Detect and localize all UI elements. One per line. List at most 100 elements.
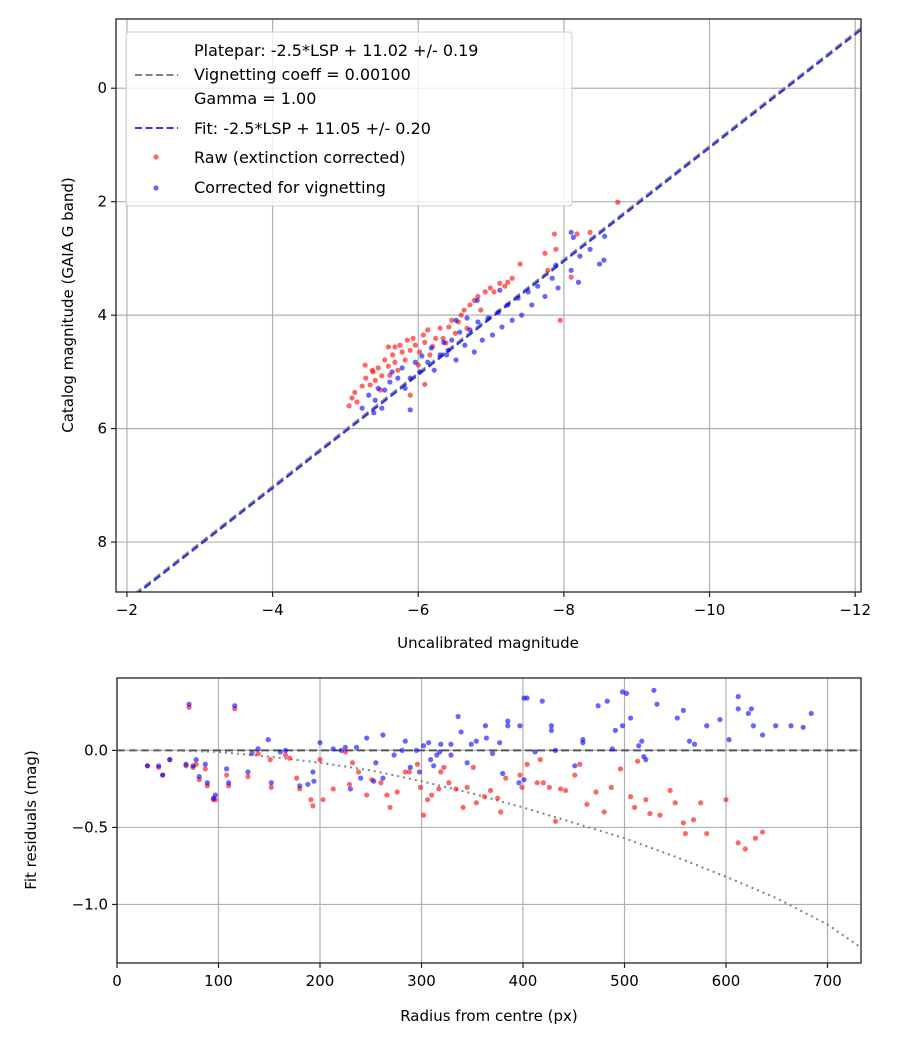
corrected-point	[553, 262, 559, 268]
raw-point	[481, 794, 488, 800]
corrected-point	[462, 342, 468, 348]
bottom-ticks: 0 100 200 300 400 500 600 700 0.0 −0.5 −1.0	[72, 741, 842, 990]
corrected-point	[193, 757, 199, 763]
corrected-point	[419, 353, 425, 359]
corrected-point	[437, 352, 443, 358]
raw-point	[372, 377, 378, 383]
corrected-point	[330, 746, 336, 752]
corrected-point	[505, 718, 511, 724]
raw-point	[436, 786, 442, 792]
raw-point	[394, 789, 400, 795]
legend-vignetting-label: Vignetting coeff = 0.00100	[194, 65, 411, 84]
corrected-point	[399, 365, 405, 371]
corrected-point	[464, 315, 470, 321]
raw-point	[440, 335, 446, 342]
corrected-point	[525, 289, 531, 295]
raw-point	[615, 199, 621, 205]
bottom-grid	[116, 678, 861, 963]
raw-point	[584, 801, 590, 807]
raw-point	[342, 749, 348, 755]
corrected-point	[448, 741, 454, 747]
raw-point	[378, 780, 384, 786]
corrected-point	[156, 763, 162, 769]
raw-point	[268, 784, 274, 790]
raw-point	[286, 755, 293, 761]
raw-point	[404, 337, 410, 343]
raw-point	[551, 231, 558, 237]
corrected-point	[500, 770, 506, 777]
corrected-point	[479, 337, 485, 343]
corrected-point	[674, 715, 680, 721]
raw-point	[552, 818, 559, 824]
corrected-point	[444, 352, 450, 358]
raw-point	[202, 766, 208, 772]
corrected-point	[572, 763, 578, 769]
raw-point	[407, 392, 413, 398]
corrected-point	[654, 701, 660, 707]
corrected-point	[735, 693, 741, 700]
corrected-point	[438, 741, 444, 747]
corrected-point	[416, 769, 423, 775]
legend-box	[125, 31, 573, 207]
corrected-point	[517, 723, 523, 729]
corrected-point	[773, 723, 779, 729]
corrected-point	[310, 769, 316, 775]
corrected-point	[212, 792, 219, 798]
top-y-axis-label: Catalog magnitude (GAIA G band)	[59, 177, 77, 432]
corrected-point	[305, 781, 311, 787]
legend-fit-label: Fit: -2.5*LSP + 11.05 +/- 0.20	[194, 119, 431, 138]
raw-point	[491, 289, 497, 295]
corrected-point	[651, 687, 657, 693]
x-tick-label: 200	[306, 972, 335, 990]
raw-point	[354, 399, 360, 405]
corrected-point	[604, 698, 610, 704]
corrected-point	[167, 757, 173, 763]
corrected-point	[474, 297, 480, 303]
corrected-point	[371, 778, 377, 784]
raw-point	[402, 357, 408, 363]
raw-point	[359, 383, 365, 389]
corrected-point	[464, 760, 470, 766]
raw-point	[627, 794, 634, 800]
corrected-point	[623, 690, 630, 697]
corrected-point	[485, 315, 491, 321]
corrected-point	[245, 769, 251, 775]
corrected-point	[353, 744, 360, 750]
raw-point	[498, 809, 504, 815]
x-tick-label: 300	[407, 972, 436, 990]
raw-point	[446, 324, 452, 330]
raw-point	[487, 285, 493, 291]
raw-point	[742, 846, 748, 852]
raw-point	[308, 797, 314, 803]
corrected-point	[521, 777, 527, 783]
corrected-point	[338, 747, 344, 754]
raw-point	[577, 761, 583, 767]
corrected-point	[373, 760, 379, 766]
raw-point	[698, 800, 704, 806]
corrected-point	[371, 410, 377, 416]
corrected-point	[282, 747, 289, 754]
raw-point	[574, 231, 580, 237]
raw-point	[601, 809, 607, 815]
corrected-point	[535, 283, 541, 289]
corrected-point	[255, 746, 261, 752]
corrected-point	[643, 757, 649, 763]
y-tick-label: 0	[97, 79, 107, 97]
raw-point	[420, 332, 426, 338]
raw-point	[437, 325, 443, 331]
raw-point	[557, 786, 564, 792]
raw-point	[482, 289, 488, 295]
raw-point	[545, 267, 551, 273]
corrected-point	[519, 312, 525, 318]
raw-point	[667, 787, 673, 794]
raw-point	[453, 786, 459, 792]
raw-point	[682, 830, 689, 837]
x-tick-label: 700	[813, 972, 842, 990]
raw-point	[282, 752, 289, 758]
corrected-point	[413, 747, 420, 754]
corrected-point	[311, 778, 317, 784]
legend-platepar-label: Platepar: -2.5*LSP + 11.02 +/- 0.19	[194, 41, 478, 60]
raw-point	[458, 312, 464, 318]
corrected-point	[372, 397, 378, 403]
raw-point	[460, 804, 466, 811]
